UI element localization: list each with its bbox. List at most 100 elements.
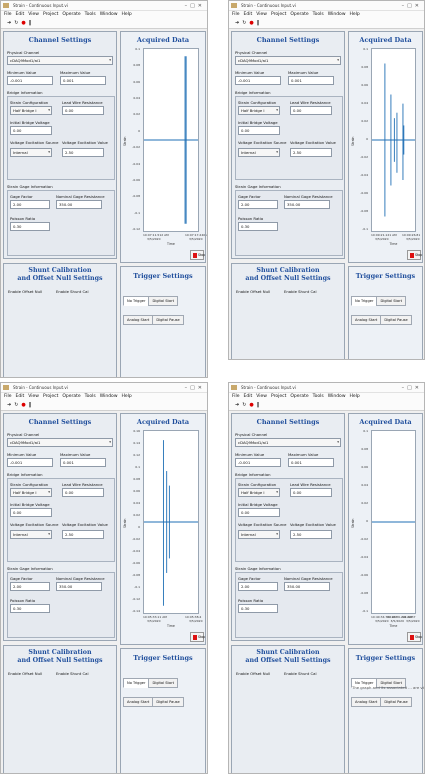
maximum-value-field[interactable]: 0.001 — [288, 458, 334, 467]
menu-item-operate[interactable]: Operate — [290, 12, 309, 17]
waveform-graph[interactable] — [371, 48, 416, 232]
enable-shunt-cal-label[interactable]: Enable Shunt Cal — [284, 289, 317, 294]
nominal-gage-resistance-field[interactable]: 350.00 — [56, 582, 102, 591]
strain-configuration-select[interactable]: Half Bridge I ▾ — [238, 488, 280, 497]
run-continuous-icon[interactable]: ↻ — [242, 20, 247, 26]
voltage-excitation-value-field[interactable]: 2.50 — [62, 148, 104, 157]
menu-item-file[interactable]: File — [4, 394, 12, 399]
run-arrow-icon[interactable]: ➜ — [235, 20, 240, 26]
waveform-graph[interactable] — [371, 430, 416, 614]
enable-offset-null-label[interactable]: Enable Offset Null — [8, 671, 43, 676]
pause-icon[interactable]: ‖ — [28, 402, 32, 408]
maximum-value-field[interactable]: 0.001 — [60, 76, 106, 85]
initial-bridge-voltage-field[interactable]: 0.00 — [10, 126, 52, 135]
run-continuous-icon[interactable]: ↻ — [14, 20, 19, 26]
poisson-ratio-field[interactable]: 0.30 — [10, 604, 50, 613]
menu-item-project[interactable]: Project — [270, 12, 287, 17]
tab-analog-start[interactable]: Analog Start — [351, 315, 382, 325]
lead-wire-resistance-field[interactable]: 0.00 — [62, 106, 104, 115]
tab-no-trigger[interactable]: No Trigger — [351, 296, 378, 306]
voltage-excitation-source-select[interactable]: Internal ▾ — [238, 530, 280, 539]
initial-bridge-voltage-field[interactable]: 0.00 — [238, 126, 280, 135]
run-arrow-icon[interactable]: ➜ — [235, 402, 240, 408]
tab-digital-start[interactable]: Digital Start — [148, 678, 179, 688]
stop-button[interactable]: Stop — [407, 250, 422, 260]
tab-no-trigger[interactable]: No Trigger — [123, 296, 150, 306]
minimum-value-field[interactable]: -0.001 — [235, 76, 281, 85]
menu-item-help[interactable]: Help — [121, 394, 132, 399]
run-arrow-icon[interactable]: ➜ — [7, 402, 12, 408]
physical-channel-select[interactable]: cDAQ9Mod1/ai1 ▾ — [7, 438, 113, 447]
window-controls[interactable]: –□✕ — [401, 385, 422, 391]
pause-icon[interactable]: ‖ — [28, 20, 32, 26]
menu-item-help[interactable]: Help — [349, 12, 360, 17]
minimum-value-field[interactable]: -0.001 — [7, 458, 53, 467]
tab-analog-start[interactable]: Analog Start — [123, 697, 154, 707]
menu-item-window[interactable]: Window — [99, 394, 118, 399]
physical-channel-select[interactable]: cDAQ9Mod1/ai1 ▾ — [235, 438, 341, 447]
menu-item-project[interactable]: Project — [270, 394, 287, 399]
lead-wire-resistance-field[interactable]: 0.00 — [290, 106, 332, 115]
menu-item-edit[interactable]: Edit — [15, 12, 25, 17]
menu-item-operate[interactable]: Operate — [62, 394, 81, 399]
voltage-excitation-value-field[interactable]: 2.50 — [290, 148, 332, 157]
menu-item-view[interactable]: View — [28, 12, 39, 17]
abort-execution-icon[interactable]: ● — [249, 20, 254, 26]
tab-analog-start[interactable]: Analog Start — [123, 315, 154, 325]
maximum-value-field[interactable]: 0.001 — [288, 76, 334, 85]
physical-channel-select[interactable]: cDAQ9Mod1/ai1 ▾ — [7, 56, 113, 65]
window-controls[interactable]: –□✕ — [184, 385, 205, 391]
enable-shunt-cal-label[interactable]: Enable Shunt Cal — [56, 671, 89, 676]
menu-item-view[interactable]: View — [256, 394, 267, 399]
menu-item-project[interactable]: Project — [42, 394, 59, 399]
voltage-excitation-value-field[interactable]: 2.50 — [290, 530, 332, 539]
stop-button[interactable]: Stop — [190, 632, 205, 642]
window-controls[interactable]: –□✕ — [401, 3, 422, 9]
tab-digital-pause[interactable]: Digital Pause — [152, 315, 184, 325]
tab-no-trigger[interactable]: No Trigger — [123, 678, 150, 688]
poisson-ratio-field[interactable]: 0.30 — [10, 222, 50, 231]
menu-item-window[interactable]: Window — [99, 12, 118, 17]
menu-item-tools[interactable]: Tools — [312, 394, 324, 399]
pause-icon[interactable]: ‖ — [256, 402, 260, 408]
menu-item-view[interactable]: View — [256, 12, 267, 17]
enable-shunt-cal-label[interactable]: Enable Shunt Cal — [284, 671, 317, 676]
abort-execution-icon[interactable]: ● — [21, 20, 26, 26]
tab-digital-start[interactable]: Digital Start — [376, 296, 407, 306]
menu-item-help[interactable]: Help — [349, 394, 360, 399]
tab-digital-pause[interactable]: Digital Pause — [152, 697, 184, 707]
stop-button[interactable]: Stop — [190, 250, 205, 260]
menu-item-file[interactable]: File — [232, 394, 240, 399]
abort-execution-icon[interactable]: ● — [249, 402, 254, 408]
gage-factor-field[interactable]: 2.00 — [10, 200, 50, 209]
waveform-graph[interactable] — [143, 430, 199, 614]
menu-item-operate[interactable]: Operate — [290, 394, 309, 399]
enable-shunt-cal-label[interactable]: Enable Shunt Cal — [56, 289, 89, 294]
physical-channel-select[interactable]: cDAQ9Mod1/ai1 ▾ — [235, 56, 341, 65]
gage-factor-field[interactable]: 2.00 — [10, 582, 50, 591]
minimum-value-field[interactable]: -0.001 — [235, 458, 281, 467]
strain-configuration-select[interactable]: Half Bridge I ▾ — [10, 488, 52, 497]
gage-factor-field[interactable]: 2.00 — [238, 582, 278, 591]
enable-offset-null-label[interactable]: Enable Offset Null — [236, 289, 271, 294]
run-continuous-icon[interactable]: ↻ — [14, 402, 19, 408]
nominal-gage-resistance-field[interactable]: 350.00 — [56, 200, 102, 209]
tab-analog-start[interactable]: Analog Start — [351, 697, 382, 707]
window-controls[interactable]: –□✕ — [184, 3, 205, 9]
lead-wire-resistance-field[interactable]: 0.00 — [62, 488, 104, 497]
enable-offset-null-label[interactable]: Enable Offset Null — [8, 289, 43, 294]
gage-factor-field[interactable]: 2.00 — [238, 200, 278, 209]
enable-offset-null-label[interactable]: Enable Offset Null — [236, 671, 271, 676]
menu-item-tools[interactable]: Tools — [84, 12, 96, 17]
run-arrow-icon[interactable]: ➜ — [7, 20, 12, 26]
nominal-gage-resistance-field[interactable]: 350.00 — [284, 200, 330, 209]
menu-item-operate[interactable]: Operate — [62, 12, 81, 17]
menu-item-tools[interactable]: Tools — [312, 12, 324, 17]
maximum-value-field[interactable]: 0.001 — [60, 458, 106, 467]
poisson-ratio-field[interactable]: 0.30 — [238, 604, 278, 613]
run-continuous-icon[interactable]: ↻ — [242, 402, 247, 408]
menu-item-file[interactable]: File — [232, 12, 240, 17]
menu-item-tools[interactable]: Tools — [84, 394, 96, 399]
menu-item-help[interactable]: Help — [121, 12, 132, 17]
menu-item-edit[interactable]: Edit — [243, 394, 253, 399]
